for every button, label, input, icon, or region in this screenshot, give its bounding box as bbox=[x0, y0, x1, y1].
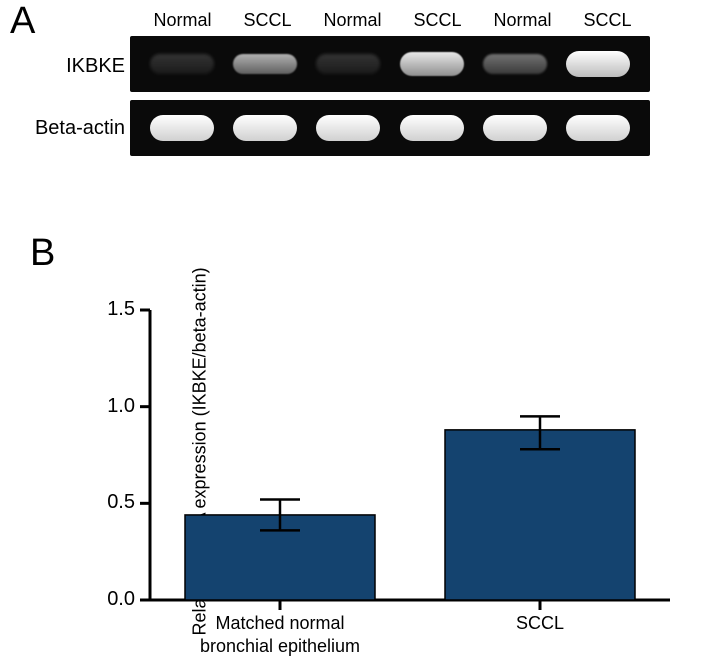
gel-band bbox=[150, 115, 214, 141]
gel-row-actin bbox=[130, 100, 650, 156]
lane-label: Normal bbox=[483, 10, 563, 31]
lane-label: SCCL bbox=[228, 10, 308, 31]
gel-band bbox=[150, 54, 214, 74]
y-tick-label: 0.0 bbox=[95, 588, 135, 611]
y-tick-label: 1.0 bbox=[95, 395, 135, 418]
panel-label-b: B bbox=[30, 232, 55, 275]
gel-band bbox=[566, 115, 630, 141]
x-category-label: Matched normalbronchial epithelium bbox=[165, 612, 395, 657]
lane-labels-row: Normal SCCL Normal SCCL Normal SCCL bbox=[130, 10, 660, 31]
lane-label: Normal bbox=[143, 10, 223, 31]
gel-band bbox=[316, 54, 380, 74]
bar-chart-panel: Relative mRNA expression (IKBKE/beta-act… bbox=[30, 280, 690, 660]
gel-row-ikbke bbox=[130, 36, 650, 92]
row-label-ikbke: IKBKE bbox=[15, 55, 125, 78]
x-category-label: SCCL bbox=[425, 612, 655, 635]
gel-band bbox=[566, 51, 630, 77]
gel-band bbox=[316, 115, 380, 141]
lane-label: Normal bbox=[313, 10, 393, 31]
lane-label: SCCL bbox=[568, 10, 648, 31]
gel-band bbox=[400, 52, 464, 76]
row-label-actin: Beta-actin bbox=[15, 117, 125, 140]
y-tick-label: 1.5 bbox=[95, 298, 135, 321]
lane-label: SCCL bbox=[398, 10, 478, 31]
panel-label-a: A bbox=[10, 0, 35, 43]
gel-band bbox=[483, 115, 547, 141]
gel-band bbox=[400, 115, 464, 141]
gel-band bbox=[483, 54, 547, 74]
gel-band bbox=[233, 54, 297, 74]
gel-band bbox=[233, 115, 297, 141]
gel-image-container: Normal SCCL Normal SCCL Normal SCCL bbox=[130, 10, 660, 164]
y-tick-label: 0.5 bbox=[95, 491, 135, 514]
